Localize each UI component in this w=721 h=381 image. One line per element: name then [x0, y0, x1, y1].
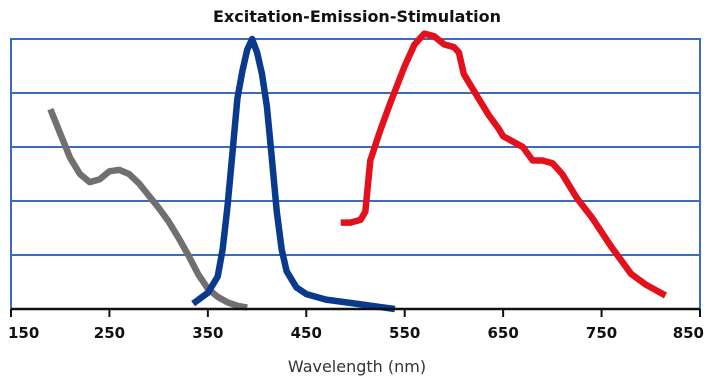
x-tick-label: 550 — [389, 324, 420, 342]
x-tick-label: 850 — [673, 324, 704, 342]
x-tick-label: 650 — [487, 324, 518, 342]
series-lines — [47, 30, 668, 313]
plot-frame — [10, 38, 701, 310]
x-tick-label: 750 — [586, 324, 617, 342]
x-tick-label: 350 — [192, 324, 223, 342]
gridlines — [11, 92, 700, 256]
series-line-3 — [340, 30, 668, 299]
x-axis — [10, 307, 701, 317]
x-tick-labels: 150 250 350 450 550 650 750 850 — [8, 324, 704, 342]
series-line-1 — [47, 107, 248, 311]
x-axis-label: Wavelength (nm) — [288, 357, 426, 376]
series-line-2 — [191, 35, 396, 313]
chart-title: Excitation-Emission-Stimulation — [213, 7, 501, 26]
x-tick-label: 450 — [291, 324, 322, 342]
x-tick-label: 250 — [94, 324, 125, 342]
x-tick-label: 150 — [8, 324, 39, 342]
